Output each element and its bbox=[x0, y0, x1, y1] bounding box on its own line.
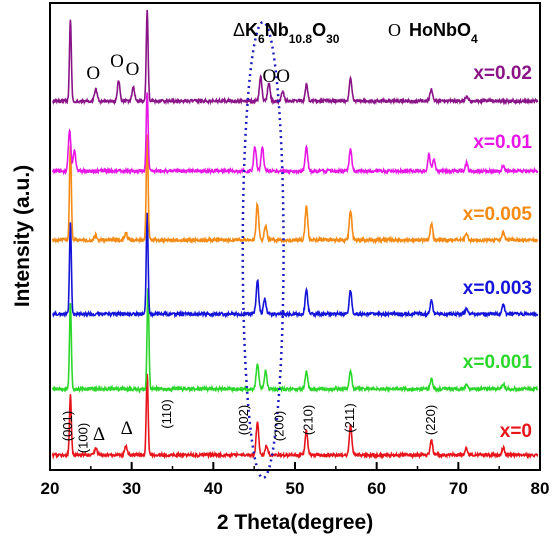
series-line bbox=[52, 9, 539, 106]
legend-formula-part: 10.8 bbox=[289, 32, 313, 46]
plot-traces: x=0 x=0.001 x=0.003 x=0.005 x=0.01 x=0.02 bbox=[51, 9, 539, 460]
miller-index-label: (100) bbox=[76, 423, 91, 453]
x-tick-label: 30 bbox=[122, 479, 141, 498]
series-label: x=0.02 bbox=[473, 63, 532, 84]
o-phase-marker: O bbox=[110, 51, 124, 72]
x-tick-label: 50 bbox=[286, 479, 305, 498]
legend-formula-part: 6 bbox=[258, 32, 265, 46]
series-line bbox=[51, 373, 539, 460]
miller-index-label: (211) bbox=[342, 403, 357, 432]
series-line bbox=[52, 212, 539, 319]
miller-index-label: (001) bbox=[60, 411, 75, 441]
legend-formula-part: O bbox=[312, 20, 326, 40]
series-line bbox=[51, 92, 539, 176]
series-line bbox=[51, 288, 539, 394]
series-label: x=0.001 bbox=[463, 352, 533, 373]
legend-formula-part: 4 bbox=[471, 32, 478, 46]
series-label: x=0 bbox=[500, 421, 532, 442]
x-tick-label: 20 bbox=[41, 479, 60, 498]
series-label: x=0.003 bbox=[463, 278, 532, 299]
legend-item-honbo4: O HoNbO4 bbox=[388, 20, 478, 46]
x-tick-label: 80 bbox=[531, 479, 550, 498]
legend-symbol: O bbox=[388, 20, 401, 40]
miller-index-label: (110) bbox=[159, 399, 174, 428]
legend-formula-part: 30 bbox=[326, 32, 340, 46]
o-phase-marker: OO bbox=[262, 66, 289, 87]
miller-index-label: (220) bbox=[423, 405, 438, 435]
delta-phase-marker: Δ bbox=[93, 424, 105, 445]
plot-annotations: (001) (100) (110) (002) (200) (210) (211) (220)… bbox=[60, 20, 438, 480]
miller-index-label: (200) bbox=[272, 411, 287, 441]
legend-symbol: Δ bbox=[233, 20, 245, 40]
series-label: x=0.01 bbox=[473, 132, 532, 153]
series-line bbox=[51, 134, 539, 245]
o-phase-marker: O bbox=[126, 59, 140, 80]
legend-formula-part: HoNbO bbox=[409, 20, 471, 40]
highlight-ellipse bbox=[241, 20, 285, 480]
legend-formula-part: Nb bbox=[265, 20, 289, 40]
delta-phase-marker: Δ bbox=[121, 418, 133, 439]
x-axis-label: 2 Theta(degree) bbox=[217, 511, 373, 534]
series-label: x=0.005 bbox=[463, 204, 533, 225]
x-axis: 20 30 40 50 60 70 80 bbox=[41, 462, 550, 498]
legend-item-k6nb: ΔK6Nb10.8O30 bbox=[233, 20, 340, 46]
x-tick-label: 40 bbox=[204, 479, 223, 498]
miller-index-label: (002) bbox=[236, 405, 251, 435]
x-tick-label: 60 bbox=[367, 479, 386, 498]
miller-index-label: (210) bbox=[300, 405, 315, 435]
x-tick-label: 70 bbox=[449, 479, 468, 498]
y-axis-label: Intensity (a.u.) bbox=[11, 165, 34, 307]
legend: ΔK6Nb10.8O30 O HoNbO4 bbox=[233, 20, 478, 46]
o-phase-marker: O bbox=[86, 63, 100, 84]
legend-formula-part: K bbox=[245, 20, 258, 40]
